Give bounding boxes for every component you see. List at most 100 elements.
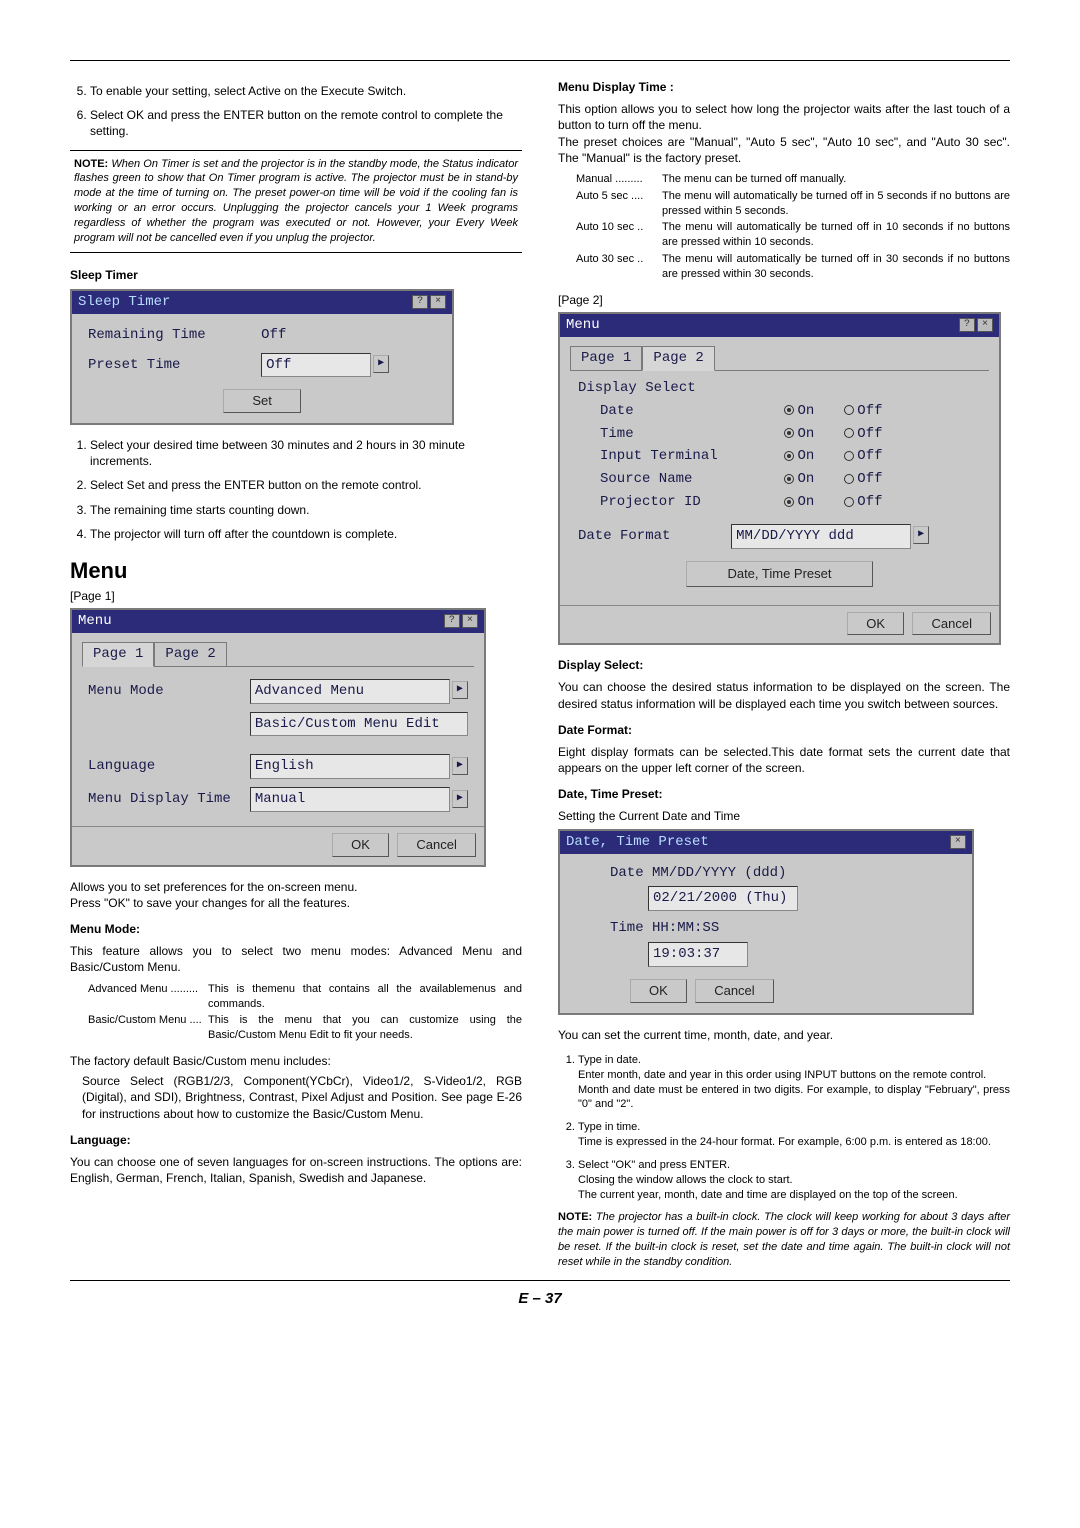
menu-paragraph: Allows you to set preferences for the on… bbox=[70, 879, 522, 911]
display-select-heading-dlg: Display Select bbox=[570, 377, 989, 400]
menu-display-time-label: Menu Display Time bbox=[82, 783, 244, 816]
menu-heading: Menu bbox=[70, 556, 522, 586]
language-label: Language bbox=[82, 750, 244, 783]
menu2-title: Menu bbox=[566, 316, 600, 335]
ds-source-off[interactable]: Off bbox=[844, 470, 882, 489]
set-button[interactable]: Set bbox=[223, 389, 301, 413]
a30-k: Auto 30 sec .. bbox=[576, 252, 662, 282]
tab-page2[interactable]: Page 2 bbox=[154, 642, 226, 667]
bottom-rule bbox=[70, 1280, 1010, 1281]
dtp-subtext: Setting the Current Date and Time bbox=[558, 808, 1010, 824]
menu-display-time-field[interactable]: Manual bbox=[250, 787, 450, 812]
ds-date-off[interactable]: Off bbox=[844, 402, 882, 421]
menu-dialog-page2: Menu ? × Page 1Page 2 Display Select Dat… bbox=[558, 312, 1001, 645]
remaining-time-value: Off bbox=[261, 327, 286, 343]
menu2-titlebar: Menu ? × bbox=[560, 314, 999, 337]
a5-v: The menu will automatically be turned of… bbox=[662, 189, 1010, 219]
close-icon[interactable]: × bbox=[430, 295, 446, 309]
ds-input-label: Input Terminal bbox=[600, 447, 766, 466]
left-column: To enable your setting, select Active on… bbox=[70, 79, 522, 1270]
dropdown-arrow-icon[interactable]: ▶ bbox=[452, 790, 468, 808]
dtp-time-field[interactable]: 19:03:37 bbox=[648, 942, 748, 967]
close-icon[interactable]: × bbox=[950, 835, 966, 849]
sleep-step-1: Select your desired time between 30 minu… bbox=[90, 437, 522, 469]
advanced-menu-val: This is themenu that contains all the av… bbox=[208, 982, 522, 1012]
ok-button[interactable]: OK bbox=[332, 833, 389, 857]
factory-default-paragraph: Source Select (RGB1/2/3, Component(YCbCr… bbox=[70, 1073, 522, 1122]
note-label-2: NOTE: bbox=[558, 1211, 592, 1223]
preset-time-field[interactable]: Off bbox=[261, 353, 371, 378]
ds-input-on[interactable]: On bbox=[784, 447, 814, 466]
dropdown-arrow-icon[interactable]: ▶ bbox=[452, 757, 468, 775]
menu-mode-paragraph: This feature allows you to select two me… bbox=[70, 943, 522, 975]
menu-mode-field[interactable]: Advanced Menu bbox=[250, 679, 450, 704]
manual-v: The menu can be turned off manually. bbox=[662, 172, 1010, 187]
a10-v: The menu will automatically be turned of… bbox=[662, 220, 1010, 250]
sleep-timer-dialog: Sleep Timer ? × Remaining Time Off Prese… bbox=[70, 289, 454, 425]
preset-time-arrow-icon[interactable]: ▶ bbox=[373, 355, 389, 373]
dtp-titlebar-icons: × bbox=[950, 835, 966, 849]
factory-default-intro: The factory default Basic/Custom menu in… bbox=[70, 1053, 522, 1069]
help-icon[interactable]: ? bbox=[444, 614, 460, 628]
advanced-menu-key: Advanced Menu ......... bbox=[88, 982, 208, 1012]
basic-custom-val: This is the menu that you can customize … bbox=[208, 1013, 522, 1043]
page-number: E – 37 bbox=[70, 1289, 1010, 1309]
date-time-preset-button[interactable]: Date, Time Preset bbox=[686, 561, 872, 587]
dropdown-arrow-icon[interactable]: ▶ bbox=[452, 681, 468, 699]
cancel-button[interactable]: Cancel bbox=[695, 979, 773, 1003]
help-icon[interactable]: ? bbox=[412, 295, 428, 309]
sleep-timer-heading: Sleep Timer bbox=[70, 267, 522, 283]
dropdown-arrow-icon[interactable]: ▶ bbox=[913, 526, 929, 544]
ds-proj-label: Projector ID bbox=[600, 493, 766, 512]
ds-date-on[interactable]: On bbox=[784, 402, 814, 421]
language-field[interactable]: English bbox=[250, 754, 450, 779]
note-2-text: The projector has a built-in clock. The … bbox=[558, 1211, 1010, 1268]
sleep-step-3: The remaining time starts counting down. bbox=[90, 502, 522, 518]
dtp-dialog-title: Date, Time Preset bbox=[566, 833, 709, 852]
sleep-step-2: Select Set and press the ENTER button on… bbox=[90, 477, 522, 493]
step-6: Select OK and press the ENTER button on … bbox=[90, 107, 522, 139]
ds-time-on[interactable]: On bbox=[784, 425, 814, 444]
tab-page2[interactable]: Page 2 bbox=[642, 346, 714, 371]
date-format-field[interactable]: MM/DD/YYYY ddd bbox=[731, 524, 911, 549]
a10-k: Auto 10 sec .. bbox=[576, 220, 662, 250]
sleep-dialog-titlebar: Sleep Timer ? × bbox=[72, 291, 452, 314]
dtp-date-field[interactable]: 02/21/2000 (Thu) bbox=[648, 886, 798, 911]
sleep-timer-steps: Select your desired time between 30 minu… bbox=[70, 437, 522, 542]
ds-source-on[interactable]: On bbox=[784, 470, 814, 489]
dtp-step-2: Type in time. Time is expressed in the 2… bbox=[578, 1120, 1010, 1150]
date-format-paragraph: Eight display formats can be selected.Th… bbox=[558, 744, 1010, 776]
menu-mode-h: Menu Mode: bbox=[70, 921, 522, 937]
note-block-1: NOTE: When On Timer is set and the proje… bbox=[70, 150, 522, 253]
ok-button[interactable]: OK bbox=[630, 979, 687, 1003]
ds-input-off[interactable]: Off bbox=[844, 447, 882, 466]
menu-mode-list: Advanced Menu .........This is themenu t… bbox=[70, 982, 522, 1043]
ds-time-label: Time bbox=[600, 425, 766, 444]
page2-label: [Page 2] bbox=[558, 292, 1010, 308]
cancel-button[interactable]: Cancel bbox=[912, 612, 990, 636]
tab-page1[interactable]: Page 1 bbox=[570, 346, 642, 371]
close-icon[interactable]: × bbox=[462, 614, 478, 628]
cancel-button[interactable]: Cancel bbox=[397, 833, 475, 857]
ok-button[interactable]: OK bbox=[847, 612, 904, 636]
basic-custom-edit-field[interactable]: Basic/Custom Menu Edit bbox=[250, 712, 468, 737]
remaining-time-label: Remaining Time bbox=[82, 322, 255, 349]
display-select-heading: Display Select: bbox=[558, 657, 1010, 673]
ds-proj-on[interactable]: On bbox=[784, 493, 814, 512]
menu-dialog-page1: Menu ? × Page 1Page 2 Menu Mode Advanced… bbox=[70, 608, 486, 867]
close-icon[interactable]: × bbox=[977, 318, 993, 332]
right-column: Menu Display Time : This option allows y… bbox=[558, 79, 1010, 1270]
dtp-titlebar: Date, Time Preset × bbox=[560, 831, 972, 854]
titlebar-icons: ? × bbox=[412, 295, 446, 309]
date-time-preset-dialog: Date, Time Preset × Date MM/DD/YYYY (ddd… bbox=[558, 829, 974, 1015]
help-icon[interactable]: ? bbox=[959, 318, 975, 332]
dtp-after-paragraph: You can set the current time, month, dat… bbox=[558, 1027, 1010, 1043]
sleep-dialog-title: Sleep Timer bbox=[78, 293, 170, 312]
tab-page1[interactable]: Page 1 bbox=[82, 642, 154, 667]
ds-proj-off[interactable]: Off bbox=[844, 493, 882, 512]
step-5: To enable your setting, select Active on… bbox=[90, 83, 522, 99]
sleep-step-4: The projector will turn off after the co… bbox=[90, 526, 522, 542]
ds-time-off[interactable]: Off bbox=[844, 425, 882, 444]
dtp-date-label: Date MM/DD/YYYY (ddd) bbox=[610, 864, 962, 883]
dtp-step-1: Type in date. Enter month, date and year… bbox=[578, 1053, 1010, 1112]
